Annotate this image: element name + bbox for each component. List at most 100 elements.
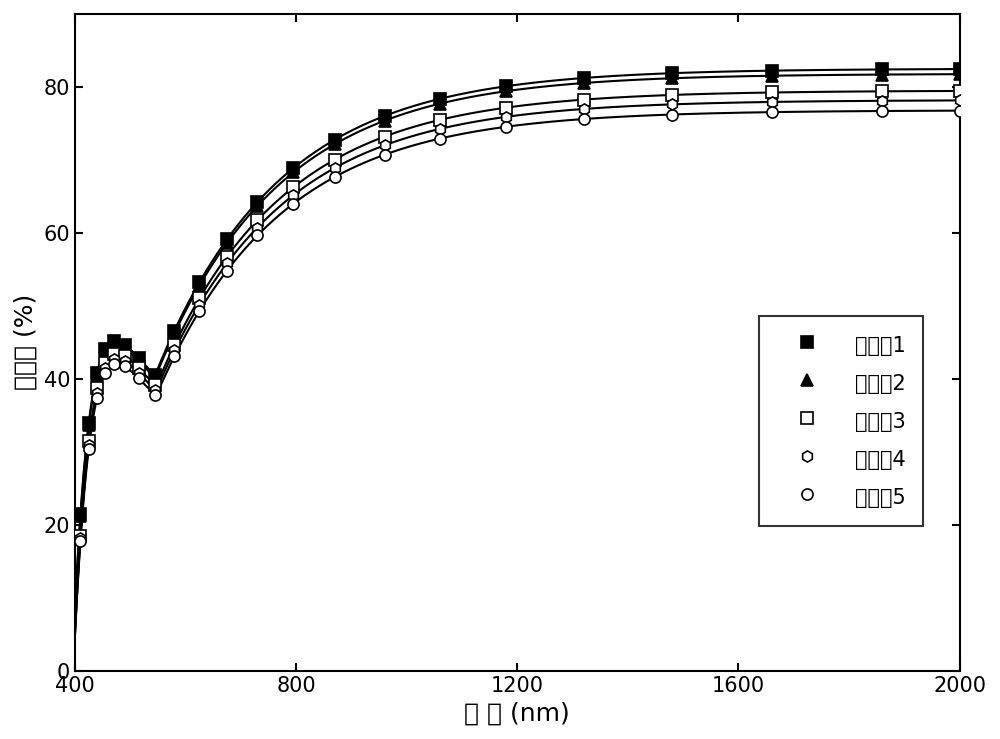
Line: 实施例3: 实施例3 xyxy=(75,86,965,542)
实施例5 xyxy=(954,106,966,115)
实施例3 xyxy=(666,90,678,99)
实施例5 xyxy=(83,444,95,453)
实施例1 xyxy=(168,326,180,335)
实施例3 xyxy=(99,358,111,367)
实施例5 xyxy=(379,150,391,159)
实施例4 xyxy=(133,369,145,378)
实施例2 xyxy=(108,340,120,349)
实施例1 xyxy=(329,135,341,144)
实施例3 xyxy=(83,437,95,446)
实施例5 xyxy=(434,134,446,143)
实施例5 xyxy=(149,390,161,399)
实施例4 xyxy=(149,385,161,394)
实施例1 xyxy=(108,337,120,346)
实施例3 xyxy=(119,351,131,360)
实施例3 xyxy=(108,349,120,358)
实施例4 xyxy=(500,112,512,121)
实施例4 xyxy=(876,96,888,105)
实施例2 xyxy=(99,347,111,356)
实施例2 xyxy=(119,343,131,352)
实施例4 xyxy=(91,389,103,398)
实施例2 xyxy=(578,78,590,87)
实施例5 xyxy=(168,352,180,361)
实施例2 xyxy=(149,373,161,382)
实施例4 xyxy=(74,534,86,542)
实施例2 xyxy=(434,99,446,108)
实施例1 xyxy=(500,82,512,91)
实施例4 xyxy=(379,141,391,150)
实施例5 xyxy=(221,266,233,275)
实施例1 xyxy=(119,340,131,349)
实施例2 xyxy=(954,69,966,78)
实施例3 xyxy=(329,155,341,164)
实施例3 xyxy=(168,341,180,350)
实施例2 xyxy=(666,74,678,83)
实施例3 xyxy=(193,294,205,303)
实施例4 xyxy=(99,364,111,372)
实施例5 xyxy=(876,106,888,115)
实施例2 xyxy=(876,70,888,79)
实施例3 xyxy=(379,132,391,141)
实施例4 xyxy=(329,163,341,172)
实施例1 xyxy=(954,64,966,73)
实施例5 xyxy=(666,110,678,119)
实施例5 xyxy=(119,362,131,371)
实施例1 xyxy=(99,344,111,353)
X-axis label: 波 长 (nm): 波 长 (nm) xyxy=(464,701,570,725)
实施例4 xyxy=(221,259,233,268)
实施例1 xyxy=(766,67,778,75)
实施例5 xyxy=(766,108,778,117)
实施例1 xyxy=(74,510,86,519)
实施例3 xyxy=(954,86,966,95)
实施例5 xyxy=(193,307,205,316)
实施例1 xyxy=(666,69,678,78)
实施例1 xyxy=(221,235,233,244)
实施例1 xyxy=(876,65,888,74)
实施例2 xyxy=(168,329,180,338)
实施例5 xyxy=(329,172,341,181)
实施例4 xyxy=(766,98,778,106)
实施例1 xyxy=(287,164,299,173)
实施例1 xyxy=(149,371,161,380)
实施例3 xyxy=(74,531,86,540)
实施例4 xyxy=(108,354,120,363)
实施例5 xyxy=(251,231,263,240)
实施例2 xyxy=(221,239,233,248)
实施例1 xyxy=(578,74,590,83)
实施例2 xyxy=(329,140,341,149)
实施例4 xyxy=(83,440,95,449)
实施例3 xyxy=(287,183,299,191)
实施例4 xyxy=(287,191,299,200)
实施例2 xyxy=(500,86,512,95)
实施例4 xyxy=(193,300,205,309)
实施例3 xyxy=(221,252,233,261)
实施例2 xyxy=(133,356,145,365)
实施例5 xyxy=(133,374,145,383)
Line: 实施例4: 实施例4 xyxy=(75,95,965,544)
实施例3 xyxy=(766,88,778,97)
实施例2 xyxy=(287,168,299,177)
实施例2 xyxy=(379,116,391,125)
实施例3 xyxy=(149,381,161,389)
实施例2 xyxy=(193,282,205,290)
实施例4 xyxy=(666,100,678,109)
实施例1 xyxy=(133,353,145,362)
实施例5 xyxy=(91,393,103,402)
实施例5 xyxy=(287,200,299,208)
Y-axis label: 透过率 (%): 透过率 (%) xyxy=(14,294,38,390)
实施例2 xyxy=(766,71,778,80)
实施例1 xyxy=(91,368,103,377)
实施例2 xyxy=(74,511,86,520)
实施例1 xyxy=(83,418,95,427)
实施例4 xyxy=(954,96,966,105)
实施例3 xyxy=(876,87,888,96)
Line: 实施例1: 实施例1 xyxy=(75,64,965,520)
实施例4 xyxy=(578,104,590,113)
实施例5 xyxy=(578,115,590,123)
实施例4 xyxy=(168,346,180,355)
实施例3 xyxy=(133,364,145,372)
Legend: 实施例1, 实施例2, 实施例3, 实施例4, 实施例5: 实施例1, 实施例2, 实施例3, 实施例4, 实施例5 xyxy=(759,316,923,526)
实施例4 xyxy=(119,356,131,365)
实施例5 xyxy=(108,360,120,369)
实施例5 xyxy=(74,537,86,545)
